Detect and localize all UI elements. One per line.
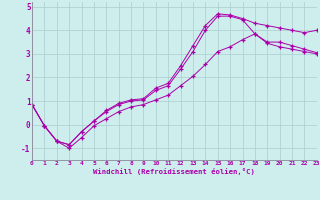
X-axis label: Windchill (Refroidissement éolien,°C): Windchill (Refroidissement éolien,°C) (93, 168, 255, 175)
